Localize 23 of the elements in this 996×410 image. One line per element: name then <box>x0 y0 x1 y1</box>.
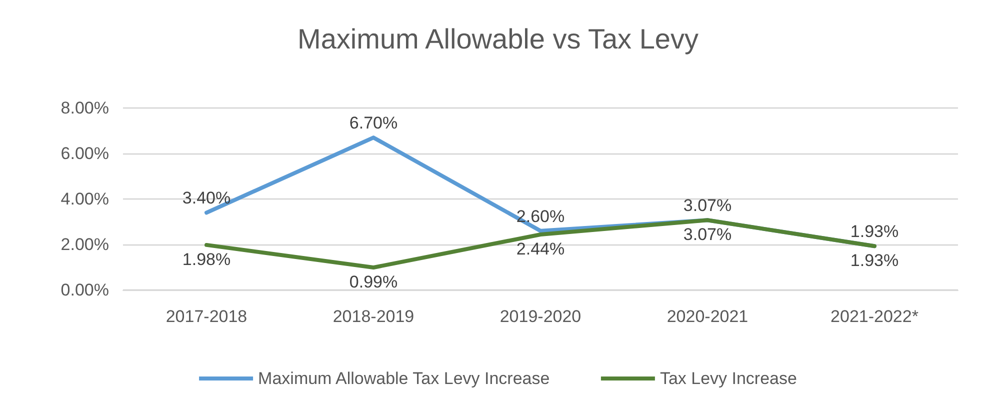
data-label: 1.98% <box>182 250 231 269</box>
y-tick-label: 0.00% <box>60 280 109 300</box>
y-tick-label: 4.00% <box>60 190 109 208</box>
x-tick-label: 2017-2018 <box>166 307 248 326</box>
legend-label: Maximum Allowable Tax Levy Increase <box>258 369 550 388</box>
y-tick-label: 2.00% <box>60 235 109 254</box>
data-label: 3.07% <box>683 196 732 216</box>
x-tick-label: 2019-2020 <box>500 307 582 326</box>
data-label: 2.44% <box>516 239 565 258</box>
y-tick-label: 8.00% <box>60 98 109 118</box>
chart-title: Maximum Allowable vs Tax Levy <box>298 24 698 54</box>
data-label: 3.40% <box>182 188 231 208</box>
x-tick-label: 2021-2022* <box>830 307 919 326</box>
data-label: 1.93% <box>850 222 899 242</box>
data-label: 2.60% <box>516 206 565 226</box>
x-tick-label: 2018-2019 <box>332 307 414 326</box>
data-label: 0.99% <box>349 272 398 292</box>
data-label: 1.93% <box>850 251 899 270</box>
x-tick-label: 2020-2021 <box>666 307 748 326</box>
y-tick-label: 6.00% <box>60 144 109 163</box>
data-label: 6.70% <box>349 114 398 133</box>
legend-label: Tax Levy Increase <box>660 369 797 388</box>
data-label: 3.07% <box>683 225 732 244</box>
